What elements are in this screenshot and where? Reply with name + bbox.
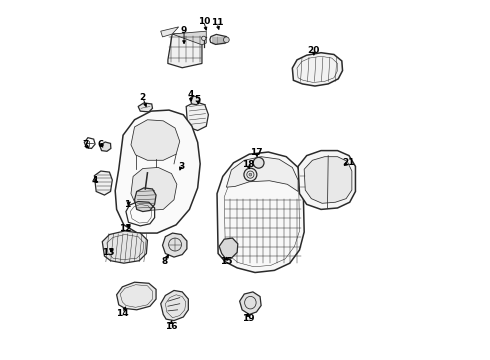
Polygon shape [226, 157, 298, 192]
Text: 12: 12 [119, 224, 131, 233]
Polygon shape [161, 27, 179, 37]
Text: 8: 8 [161, 257, 168, 266]
Text: 18: 18 [242, 161, 254, 170]
Circle shape [223, 37, 229, 42]
Text: 19: 19 [242, 314, 254, 323]
Polygon shape [161, 291, 188, 320]
Text: 13: 13 [102, 248, 114, 257]
Polygon shape [115, 110, 200, 233]
Circle shape [244, 168, 257, 181]
Text: 10: 10 [197, 17, 210, 26]
Text: 14: 14 [116, 309, 129, 318]
Text: 15: 15 [220, 257, 233, 266]
Polygon shape [304, 157, 352, 203]
Polygon shape [138, 103, 152, 112]
Polygon shape [219, 238, 238, 258]
Text: 9: 9 [181, 26, 187, 35]
Polygon shape [117, 282, 156, 310]
Polygon shape [240, 292, 261, 315]
Polygon shape [190, 96, 200, 105]
Circle shape [249, 173, 252, 176]
Polygon shape [135, 188, 156, 212]
Text: 3: 3 [178, 162, 184, 171]
Text: 16: 16 [165, 322, 178, 331]
Polygon shape [102, 231, 147, 263]
Text: 1: 1 [124, 200, 130, 209]
Polygon shape [210, 35, 228, 44]
Polygon shape [131, 120, 180, 160]
Circle shape [253, 157, 264, 168]
Polygon shape [298, 150, 355, 210]
Circle shape [201, 36, 206, 41]
Polygon shape [100, 142, 111, 151]
Polygon shape [293, 53, 343, 86]
Text: 2: 2 [140, 93, 146, 102]
Text: 4: 4 [92, 176, 98, 185]
Text: 11: 11 [211, 18, 223, 27]
Text: 21: 21 [342, 158, 355, 167]
Text: 5: 5 [195, 95, 201, 104]
Polygon shape [163, 233, 187, 257]
Text: 7: 7 [82, 140, 89, 149]
Polygon shape [186, 102, 208, 131]
Polygon shape [131, 167, 177, 211]
Text: 6: 6 [98, 140, 104, 149]
Polygon shape [168, 34, 202, 68]
Polygon shape [217, 152, 304, 273]
Text: 20: 20 [308, 46, 320, 55]
Polygon shape [95, 171, 112, 195]
Polygon shape [172, 31, 206, 45]
Text: 4: 4 [187, 90, 194, 99]
Text: 17: 17 [250, 148, 263, 157]
